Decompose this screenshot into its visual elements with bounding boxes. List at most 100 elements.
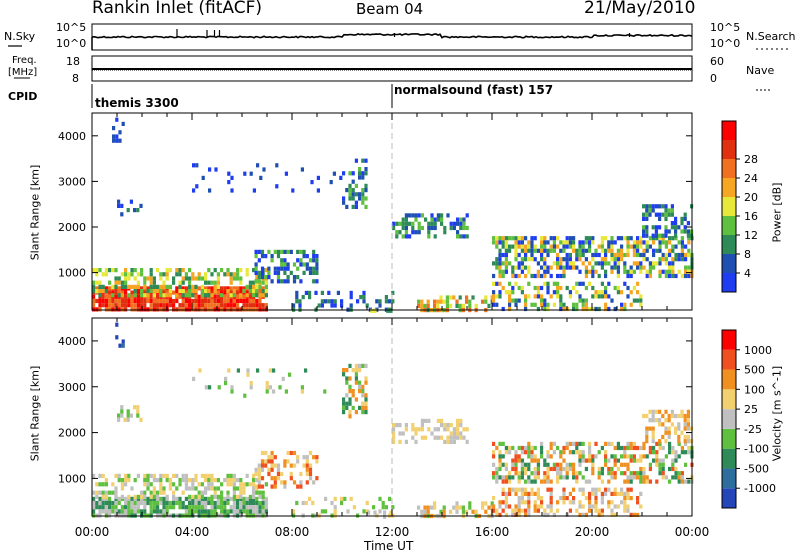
power-cell — [258, 307, 262, 312]
velocity-cell — [543, 458, 547, 463]
power-cell — [639, 244, 643, 249]
power-cell — [543, 244, 547, 249]
velocity-cell — [143, 490, 147, 495]
velocity-cell — [143, 509, 147, 514]
velocity-cell — [655, 458, 659, 463]
velocity-cell — [191, 486, 195, 491]
power-cell — [498, 294, 502, 299]
velocity-cell — [127, 500, 131, 506]
power-cell — [130, 303, 134, 308]
power-cell — [358, 196, 362, 201]
power-cell — [552, 290, 556, 295]
velocity-cell — [664, 418, 668, 423]
velocity-cell — [549, 479, 553, 484]
velocity-cell — [517, 504, 521, 509]
power-cell — [236, 272, 240, 277]
velocity-cell — [312, 480, 316, 485]
velocity-cell — [273, 476, 277, 481]
velocity-cell — [655, 454, 659, 459]
velocity-cell — [273, 480, 277, 485]
power-cell — [674, 229, 678, 234]
velocity-cell — [226, 500, 230, 506]
velocity-cell — [540, 496, 544, 501]
power-cell — [540, 236, 544, 241]
velocity-cell — [120, 409, 124, 414]
power-cell — [527, 248, 531, 253]
velocity-cell — [492, 462, 496, 467]
velocity-cell — [101, 505, 105, 510]
velocity-cell — [446, 435, 450, 440]
velocity-cell — [651, 418, 655, 423]
nave-tick-0: 0 — [710, 72, 717, 85]
power-cell — [527, 265, 531, 270]
velocity-cell — [281, 376, 285, 381]
power-cell — [645, 225, 649, 230]
power-cell — [276, 279, 281, 284]
power-cell — [248, 307, 252, 312]
power-cell — [356, 299, 360, 304]
velocity-cell — [300, 385, 304, 390]
power-cell — [120, 293, 124, 298]
power-cell — [501, 252, 505, 258]
velocity-cell — [492, 508, 496, 513]
power-cell — [524, 302, 528, 307]
power-cell — [270, 258, 274, 263]
velocity-cell — [276, 467, 281, 472]
power-cell — [559, 265, 563, 270]
power-cell — [370, 308, 374, 313]
power-cell — [452, 225, 456, 231]
velocity-cell — [280, 480, 284, 485]
velocity-cell — [648, 462, 652, 467]
power-cell — [664, 240, 668, 245]
power-cell — [613, 306, 617, 312]
velocity-cell — [352, 505, 356, 510]
velocity-cell — [315, 476, 319, 481]
power-cell — [276, 275, 281, 280]
power-cell — [98, 293, 102, 298]
power-cell — [645, 257, 649, 262]
velocity-cell — [597, 450, 601, 455]
velocity-cell — [511, 462, 515, 467]
velocity-cell — [130, 486, 134, 491]
noise-left-label: N.Sky — [4, 30, 36, 43]
velocity-cell — [216, 505, 220, 510]
velocity-cell — [305, 455, 309, 460]
velocity-cell — [433, 505, 437, 510]
velocity-cell — [252, 509, 256, 514]
velocity-cell — [229, 478, 233, 483]
power-cell — [636, 244, 640, 249]
power-cell — [683, 229, 687, 234]
power-cell — [578, 269, 582, 274]
power-cell — [264, 284, 268, 289]
velocity-cell — [130, 500, 134, 506]
velocity-cell — [226, 473, 230, 478]
power-cell — [149, 307, 153, 312]
velocity-cell — [661, 413, 665, 419]
power-cell — [314, 290, 318, 295]
power-cell — [207, 280, 211, 285]
power-cell — [623, 261, 627, 266]
velocity-cell — [124, 473, 128, 478]
velocity-cell — [645, 426, 649, 431]
velocity-cell — [623, 450, 627, 455]
power-cell — [530, 257, 534, 262]
noise-line — [91, 32, 693, 39]
power-cell — [308, 266, 313, 271]
power-cell — [495, 261, 499, 266]
velocity-cell — [194, 478, 198, 483]
power-cell — [315, 254, 319, 259]
velocity-cell — [504, 475, 508, 480]
velocity-cell — [197, 509, 201, 514]
velocity-cell — [616, 458, 620, 463]
power-cell — [546, 265, 550, 270]
power-cell — [559, 294, 563, 299]
power-colorbar-label: 12 — [744, 229, 758, 242]
power-cell — [667, 229, 671, 234]
velocity-cell — [423, 509, 427, 514]
velocity-cell — [613, 504, 617, 509]
velocity-cell — [661, 466, 665, 472]
power-cell — [165, 272, 169, 277]
power-cell — [361, 200, 365, 205]
power-cell — [511, 285, 515, 291]
power-cell — [92, 294, 96, 299]
